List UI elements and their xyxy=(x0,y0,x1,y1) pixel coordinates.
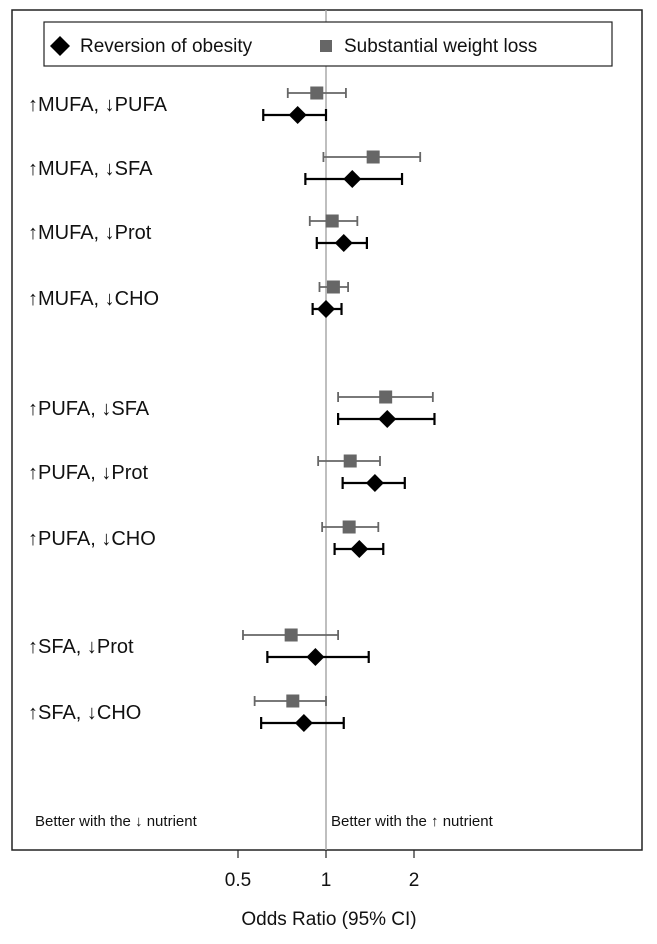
point-estimate-diamond xyxy=(317,300,335,318)
point-estimate-square xyxy=(286,694,300,708)
legend-label-weight-loss: Substantial weight loss xyxy=(344,36,537,57)
x-axis-title: Odds Ratio (95% CI) xyxy=(241,909,416,930)
point-estimate-diamond xyxy=(343,170,362,188)
legend-label-reversion: Reversion of obesity xyxy=(80,36,253,57)
point-estimate-square xyxy=(325,214,339,228)
point-estimate-diamond xyxy=(350,540,369,558)
row-label: ↑MUFA, ↓Prot xyxy=(28,222,152,244)
point-estimate-square xyxy=(326,280,340,294)
point-estimate-square xyxy=(284,628,298,642)
row-label: ↑MUFA, ↓PUFA xyxy=(28,94,168,116)
row-label: ↑SFA, ↓Prot xyxy=(28,636,134,658)
row-label: ↑PUFA, ↓SFA xyxy=(28,398,150,420)
point-estimate-diamond xyxy=(378,410,397,428)
row-labels: ↑MUFA, ↓PUFA ↑MUFA, ↓SFA ↑MUFA, ↓Prot ↑MUFA… xyxy=(28,94,168,724)
x-tick-label: 0.5 xyxy=(225,870,251,891)
point-estimate-square xyxy=(343,454,357,468)
row-label: ↑MUFA, ↓SFA xyxy=(28,158,153,180)
point-estimate-square xyxy=(379,390,393,404)
point-estimate-diamond xyxy=(365,474,384,492)
plot-frame xyxy=(11,9,643,851)
x-tick-label: 2 xyxy=(409,870,420,891)
plot-marks xyxy=(242,86,436,732)
point-estimate-diamond xyxy=(294,714,313,732)
legend-square-marker xyxy=(320,40,332,52)
point-estimate-diamond xyxy=(306,648,325,666)
point-estimate-square xyxy=(342,520,356,534)
legend-diamond-marker xyxy=(50,36,70,56)
annotation-right: Better with the ↑ nutrient xyxy=(331,813,494,830)
row-label: ↑SFA, ↓CHO xyxy=(28,702,141,724)
point-estimate-square xyxy=(310,86,324,100)
annotation-left: Better with the ↓ nutrient xyxy=(35,813,198,830)
legend: Reversion of obesity Substantial weight … xyxy=(43,21,613,67)
row-label: ↑PUFA, ↓CHO xyxy=(28,528,156,550)
x-axis-ticks: 0.5 1 2 xyxy=(225,850,420,891)
point-estimate-diamond xyxy=(334,234,353,252)
point-estimate-diamond xyxy=(288,106,307,124)
x-tick-label: 1 xyxy=(321,870,332,891)
row-label: ↑MUFA, ↓CHO xyxy=(28,288,159,310)
point-estimate-square xyxy=(366,150,380,164)
row-label: ↑PUFA, ↓Prot xyxy=(28,462,148,484)
